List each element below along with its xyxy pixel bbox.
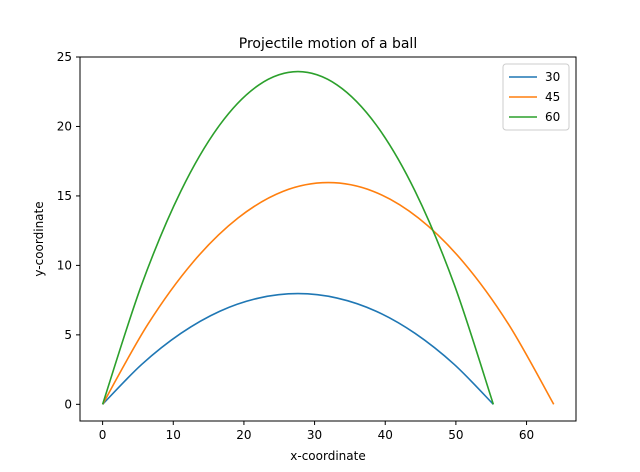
legend-label-30: 30 — [545, 70, 560, 84]
legend-label-60: 60 — [545, 110, 560, 124]
y-tick-label: 5 — [64, 328, 72, 342]
y-tick-label: 15 — [57, 189, 72, 203]
x-axis-label: x-coordinate — [290, 449, 365, 463]
series-line-30 — [102, 292, 494, 405]
y-tick-label: 10 — [57, 258, 72, 272]
series-line-45 — [101, 181, 555, 405]
y-tick-label: 25 — [57, 50, 72, 64]
series-line-60 — [101, 70, 495, 405]
y-axis-label: y-coordinate — [32, 201, 46, 276]
plot-lines — [101, 70, 555, 405]
plot-frame — [79, 56, 577, 422]
x-tick-label: 40 — [378, 428, 393, 442]
legend: 30 45 60 — [502, 63, 570, 131]
y-axis-ticks: 0 5 10 15 20 25 — [57, 50, 80, 411]
x-tick-label: 50 — [448, 428, 463, 442]
x-tick-label: 10 — [166, 428, 181, 442]
chart-title: Projectile motion of a ball — [239, 36, 417, 52]
x-tick-label: 60 — [519, 428, 534, 442]
y-tick-label: 0 — [64, 397, 72, 411]
x-tick-label: 0 — [99, 428, 107, 442]
x-tick-label: 30 — [307, 428, 322, 442]
x-axis-ticks: 0 10 20 30 40 50 60 — [99, 421, 534, 442]
y-tick-label: 20 — [57, 119, 72, 133]
legend-label-45: 45 — [545, 90, 560, 104]
x-tick-label: 20 — [236, 428, 251, 442]
